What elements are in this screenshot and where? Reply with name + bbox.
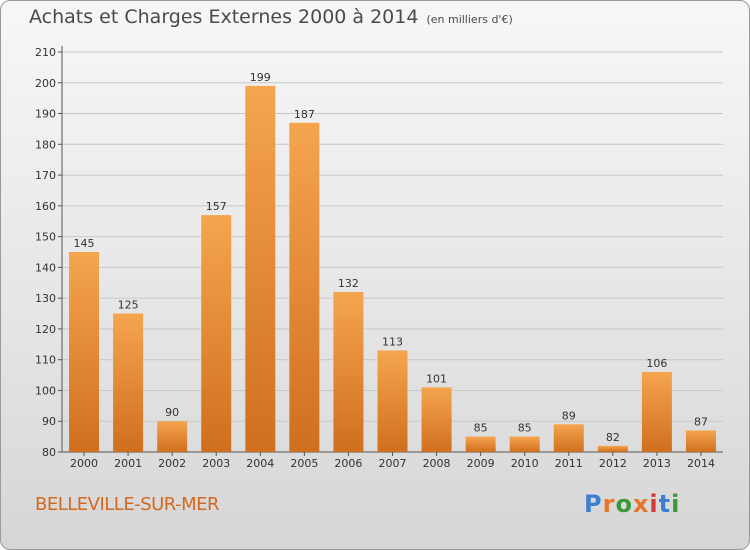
x-tick-label: 2001 bbox=[114, 457, 142, 470]
bar-value-label: 187 bbox=[294, 108, 315, 121]
y-tick-label: 190 bbox=[35, 108, 56, 121]
bars bbox=[69, 85, 716, 453]
logo-letter: t bbox=[658, 490, 672, 518]
y-tick-label: 200 bbox=[35, 77, 56, 90]
bar-2006 bbox=[333, 292, 364, 452]
grid-lines bbox=[62, 51, 723, 422]
x-tick-label: 2002 bbox=[158, 457, 186, 470]
bar-2000 bbox=[69, 252, 100, 452]
x-tick-label: 2000 bbox=[70, 457, 98, 470]
bar-2007 bbox=[377, 350, 408, 452]
x-tick-label: 2013 bbox=[643, 457, 671, 470]
bar-2009 bbox=[465, 436, 496, 452]
bar-value-label: 113 bbox=[382, 335, 403, 348]
x-tick-labels: 2000 2001 2002 2003 2004 2005 2006 2007 2008 2009… bbox=[70, 457, 715, 470]
bar-2012 bbox=[597, 445, 628, 452]
bar-value-label: 89 bbox=[562, 409, 576, 422]
x-tick-label: 2005 bbox=[290, 457, 318, 470]
bar-2001 bbox=[113, 313, 144, 452]
y-tick-label: 80 bbox=[42, 446, 56, 459]
chart-unit: (en milliers d'€) bbox=[426, 13, 513, 26]
bar-2013 bbox=[641, 372, 672, 452]
logo-letter: P bbox=[584, 490, 603, 518]
y-tick-label: 210 bbox=[35, 46, 56, 59]
bar-value-label: 145 bbox=[74, 237, 95, 250]
bar-value-label: 199 bbox=[250, 71, 271, 84]
bar-value-label: 157 bbox=[206, 200, 227, 213]
bar-2003 bbox=[201, 215, 232, 452]
bar-value-label: 82 bbox=[606, 431, 620, 444]
logo-letter: o bbox=[615, 490, 633, 518]
data-labels: 145 125 90 157 199 187 132 113 101 85 85 89 82 106 87 bbox=[74, 71, 708, 444]
y-tick-label: 110 bbox=[35, 354, 56, 367]
bar-2011 bbox=[553, 424, 584, 452]
bar-2010 bbox=[509, 436, 540, 452]
y-tick-label: 180 bbox=[35, 138, 56, 151]
y-tick-label: 130 bbox=[35, 292, 56, 305]
bar-2002 bbox=[157, 421, 188, 452]
chart-title: Achats et Charges Externes 2000 à 2014 (e… bbox=[29, 6, 513, 28]
y-tick-label: 100 bbox=[35, 384, 56, 397]
bar-value-label: 85 bbox=[518, 422, 532, 435]
x-tick-label: 2008 bbox=[423, 457, 451, 470]
y-tick-label: 140 bbox=[35, 261, 56, 274]
logo-letter: i bbox=[671, 490, 681, 518]
bar-value-label: 85 bbox=[474, 422, 488, 435]
logo-letter: r bbox=[602, 490, 616, 518]
bar-2014 bbox=[685, 430, 716, 452]
x-tick-label: 2010 bbox=[511, 457, 539, 470]
x-tick-label: 2006 bbox=[334, 457, 362, 470]
y-tick-label: 160 bbox=[35, 200, 56, 213]
bar-value-label: 125 bbox=[118, 299, 139, 312]
y-tick-label: 170 bbox=[35, 169, 56, 182]
bar-2005 bbox=[289, 122, 320, 453]
bar-value-label: 87 bbox=[694, 415, 708, 428]
y-tick-label: 120 bbox=[35, 323, 56, 336]
bar-value-label: 101 bbox=[426, 372, 447, 385]
x-tick-label: 2009 bbox=[467, 457, 495, 470]
bar-value-label: 90 bbox=[165, 406, 179, 419]
x-tick-label: 2007 bbox=[379, 457, 407, 470]
x-tick-label: 2014 bbox=[687, 457, 715, 470]
bar-value-label: 132 bbox=[338, 277, 359, 290]
x-tick-label: 2004 bbox=[246, 457, 274, 470]
logo-letter: i bbox=[649, 490, 659, 518]
proxiti-logo: Proxiti bbox=[584, 490, 680, 518]
y-tick-labels: 80 90 100 110 120 130 140 150 160 170 180 190 200 210 bbox=[35, 46, 56, 459]
bar-2004 bbox=[245, 85, 276, 452]
bar-value-label: 106 bbox=[646, 357, 667, 370]
x-tick-label: 2003 bbox=[202, 457, 230, 470]
x-tick-label: 2012 bbox=[599, 457, 627, 470]
logo-letter: x bbox=[632, 490, 650, 518]
x-tick-label: 2011 bbox=[555, 457, 583, 470]
y-tick-label: 90 bbox=[42, 415, 56, 428]
bar-2008 bbox=[421, 387, 452, 452]
y-tick-label: 150 bbox=[35, 231, 56, 244]
chart-title-text: Achats et Charges Externes 2000 à 2014 bbox=[29, 6, 419, 28]
commune-name: BELLEVILLE-SUR-MER bbox=[35, 494, 219, 515]
